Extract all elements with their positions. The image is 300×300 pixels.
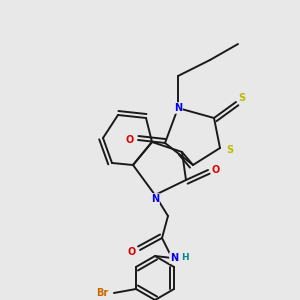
Text: Br: Br [96, 288, 108, 298]
Text: O: O [128, 247, 136, 257]
Text: S: S [226, 145, 234, 155]
Text: O: O [212, 165, 220, 175]
Text: N: N [174, 103, 182, 113]
Text: N: N [170, 253, 178, 263]
Text: N: N [151, 194, 159, 204]
Text: S: S [238, 93, 246, 103]
Text: H: H [181, 254, 189, 262]
Text: O: O [126, 135, 134, 145]
